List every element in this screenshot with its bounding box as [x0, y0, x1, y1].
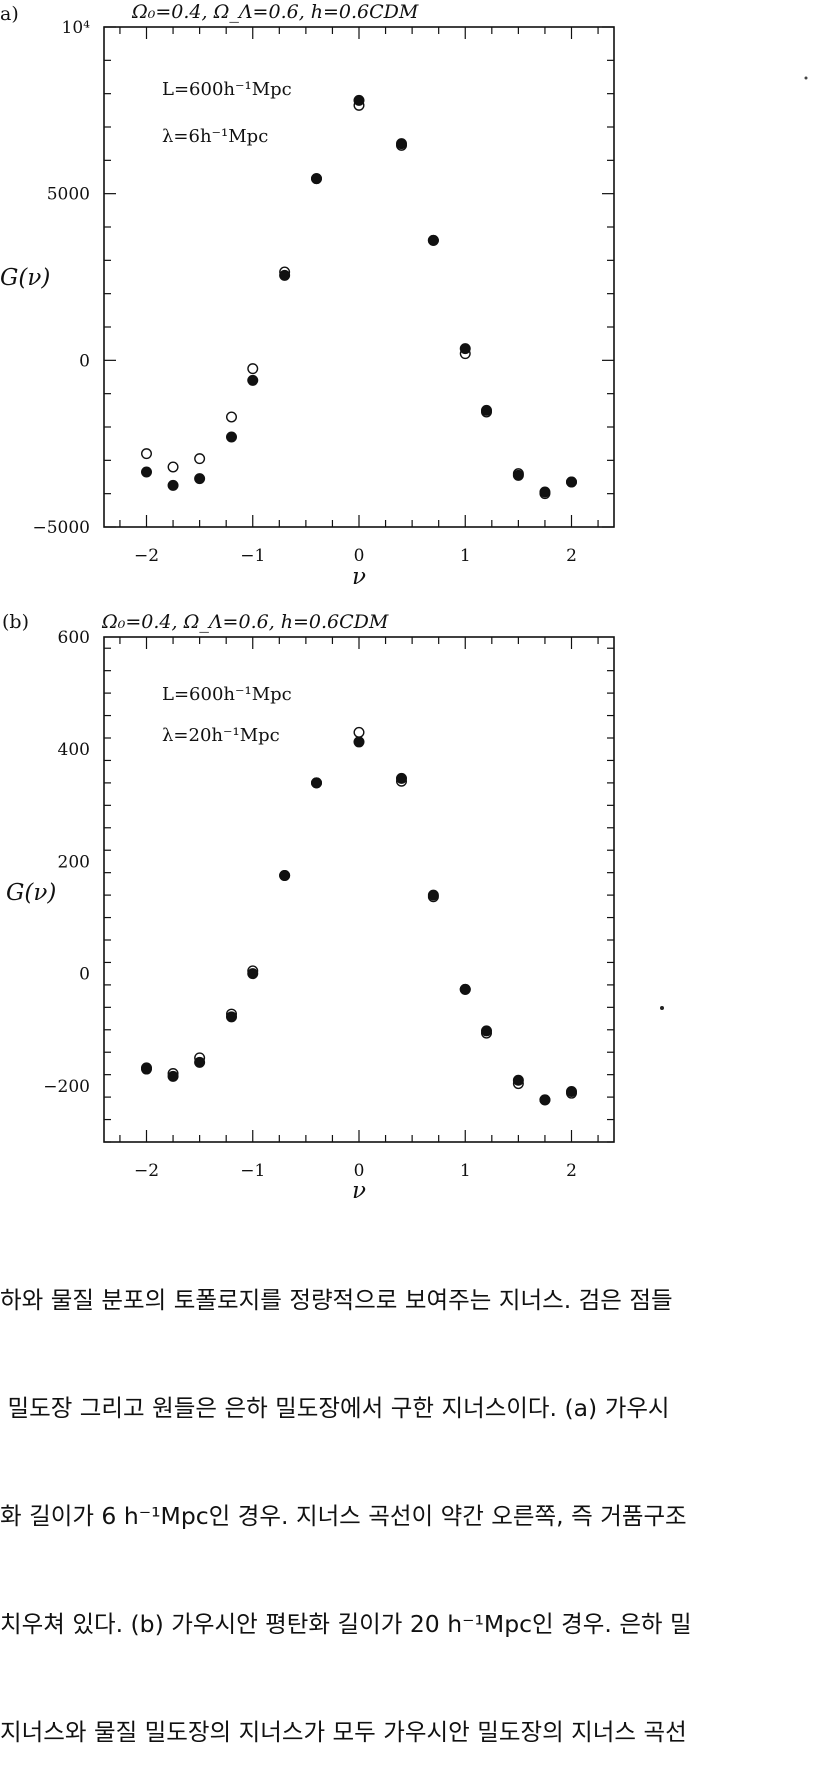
panel-b-label: (b) [2, 611, 29, 633]
x-tick-label: 2 [566, 546, 577, 566]
filled-data-point [225, 1011, 237, 1023]
filled-data-point [247, 968, 259, 980]
x-tick-label: −1 [240, 1161, 265, 1181]
panel-a: a) Ω₀=0.4, Ω_Λ=0.6, h=0.6CDM −5000 0 5000 1… [0, 1, 615, 590]
filled-data-point [396, 138, 408, 150]
filled-data-point [512, 1074, 524, 1086]
open-data-point [167, 461, 179, 473]
x-tick-label: 2 [566, 1161, 577, 1181]
y-tick-label: 0 [79, 351, 90, 371]
x-tick-label: 1 [460, 546, 471, 566]
caption-line: 밀도장 그리고 원들은 은하 밀도장에서 구한 지너스이다. (a) 가우시 [0, 1394, 670, 1422]
y-tick-label: 10⁴ [62, 18, 91, 38]
panel-b-x-axis-label: ν [352, 1178, 366, 1204]
x-tick-label: 0 [354, 546, 365, 566]
filled-data-point [194, 473, 206, 485]
filled-data-point [247, 374, 259, 386]
panel-a-y-tick-labels: −5000 0 5000 10⁴ [32, 18, 90, 538]
panel-a-label: a) [0, 3, 19, 25]
filled-data-point [194, 1056, 206, 1068]
filled-data-point [539, 1094, 551, 1106]
y-tick-label: 0 [79, 965, 90, 985]
x-tick-label: 1 [460, 1161, 471, 1181]
filled-data-point [225, 431, 237, 443]
filled-data-point [353, 736, 365, 748]
filled-data-point [140, 1063, 152, 1075]
x-tick-label: 0 [354, 1161, 365, 1181]
panel-a-y-axis-label: G(ν) [0, 265, 50, 291]
x-tick-label: −2 [134, 546, 159, 566]
filled-data-point [353, 94, 365, 106]
filled-data-point [279, 269, 291, 281]
panel-b-frame [103, 636, 615, 1143]
panel-b-x-tick-labels: −2 −1 0 1 2 [134, 1161, 577, 1181]
panel-a-annotation-box-size: L=600h⁻¹Mpc [162, 79, 292, 100]
filled-data-point [539, 486, 551, 498]
panel-a-annotation-smoothing-length: λ=6h⁻¹Mpc [162, 126, 268, 147]
filled-data-point [459, 983, 471, 995]
scan-speck [804, 76, 808, 80]
y-tick-label: −5000 [32, 518, 90, 538]
scan-speck [660, 1006, 664, 1010]
filled-data-point [167, 479, 179, 491]
caption-line: 화 길이가 6 h⁻¹Mpc인 경우. 지너스 곡선이 약간 오른쪽, 즉 거품… [0, 1502, 687, 1530]
y-tick-label: 200 [58, 852, 90, 872]
filled-data-point [427, 234, 439, 246]
filled-data-point [459, 343, 471, 355]
panel-b: (b) Ω₀=0.4, Ω_Λ=0.6, h=0.6CDM −200 0 200 40… [2, 611, 615, 1204]
filled-data-point [512, 469, 524, 481]
panel-b-annotation-smoothing-length: λ=20h⁻¹Mpc [162, 725, 280, 746]
open-data-point [353, 726, 365, 738]
filled-data-point [396, 772, 408, 784]
filled-data-point [566, 476, 578, 488]
filled-data-point [140, 466, 152, 478]
panel-b-y-tick-labels: −200 0 200 400 600 [43, 628, 90, 1097]
open-data-point [140, 448, 152, 460]
panel-a-title: Ω₀=0.4, Ω_Λ=0.6, h=0.6CDM [131, 1, 419, 23]
open-data-point [225, 411, 237, 423]
y-tick-label: 400 [58, 740, 90, 760]
figure: a) Ω₀=0.4, Ω_Λ=0.6, h=0.6CDM −5000 0 5000 1… [0, 1, 808, 1204]
panel-a-ticks [104, 26, 614, 528]
panel-b-title: Ω₀=0.4, Ω_Λ=0.6, h=0.6CDM [101, 611, 389, 633]
panel-b-ticks [104, 637, 614, 1143]
caption-line: 하와 물질 분포의 토폴로지를 정량적으로 보여주는 지너스. 검은 점들 [0, 1286, 673, 1314]
filled-data-point [167, 1070, 179, 1082]
y-tick-label: −200 [43, 1077, 90, 1097]
filled-data-point [566, 1085, 578, 1097]
x-tick-label: −1 [240, 546, 265, 566]
filled-data-point [481, 404, 493, 416]
panel-b-annotation-box-size: L=600h⁻¹Mpc [162, 684, 292, 705]
filled-data-point [311, 777, 323, 789]
open-data-point [247, 363, 259, 375]
filled-data-point [427, 889, 439, 901]
open-data-point [194, 453, 206, 465]
filled-data-point [481, 1025, 493, 1037]
caption-line: 지너스와 물질 밀도장의 지너스가 모두 가우시안 밀도장의 지너스 곡선 [0, 1718, 687, 1746]
panel-a-x-axis-label: ν [352, 564, 366, 590]
y-tick-label: 5000 [47, 185, 90, 205]
caption-line: 치우쳐 있다. (b) 가우시안 평탄화 길이가 20 h⁻¹Mpc인 경우. … [0, 1610, 692, 1638]
panel-b-y-axis-label: G(ν) [6, 880, 56, 906]
panel-a-x-tick-labels: −2 −1 0 1 2 [134, 546, 577, 566]
panel-a-points [140, 94, 578, 500]
filled-data-point [279, 869, 291, 881]
y-tick-label: 600 [58, 628, 90, 648]
x-tick-label: −2 [134, 1161, 159, 1181]
panel-b-points [140, 726, 578, 1106]
filled-data-point [311, 173, 323, 185]
figure-caption: 하와 물질 분포의 토폴로지를 정량적으로 보여주는 지너스. 검은 점들 밀도… [0, 1210, 823, 1786]
